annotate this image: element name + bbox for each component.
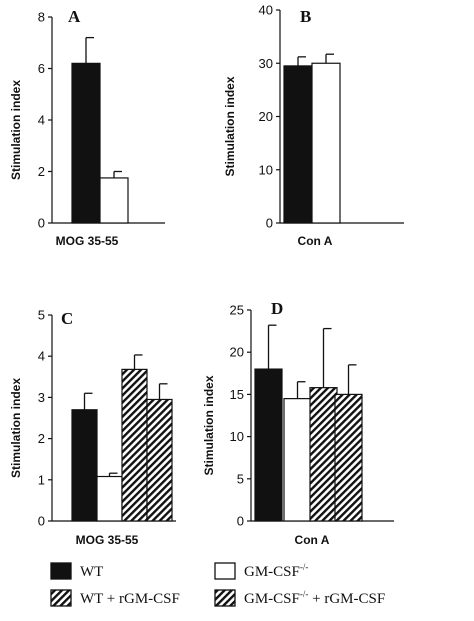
bar-c-1 [71,409,98,522]
panel-label: D [271,299,283,318]
legend-label: WT + rGM-CSF [80,591,180,607]
legend-swatch [50,589,72,607]
y-tick-label: 10 [259,162,273,177]
y-tick-label: 2 [38,164,45,179]
bar-c-3 [121,368,148,522]
bar-d-4 [334,393,363,522]
y-axis-label: Stimulation index [9,80,23,180]
panel-d: 0 5 10 15 20 25 D Stimulation index Con A [202,299,394,547]
bar-a-1 [71,62,101,224]
y-tick-label: 15 [230,387,244,402]
panel-label: B [300,7,311,26]
y-tick-label: 20 [259,109,273,124]
legend-item-gmr: GM-CSF-/- + rGM-CSF [214,589,385,607]
legend-swatch [214,562,236,580]
y-tick-label: 10 [230,429,244,444]
panel-a: 0 2 4 6 8 A Stimulation index MOG 35-55 [9,7,165,248]
y-tick-label: 0 [237,514,244,529]
x-axis-label: Con A [298,234,333,248]
bar-d-1 [254,368,283,522]
legend-swatch [214,589,236,607]
y-tick-label: 4 [38,113,45,128]
legend-swatch [50,562,72,580]
y-tick-label: 40 [259,3,273,18]
y-axis-label: Stimulation index [202,375,216,475]
y-tick-label: 0 [266,216,273,231]
legend-label: GM-CSF-/- [244,562,308,580]
y-tick-label: 3 [38,390,45,405]
bar-c-2 [96,475,123,522]
x-axis-label: MOG 35-55 [76,533,139,547]
legend: WT GM-CSF-/- WT + rGM-CSF GM-CSF-/- + rGM-C… [50,562,385,607]
bar-d-3 [309,387,338,522]
y-tick-label: 20 [230,345,244,360]
x-axis-label: Con A [295,533,330,547]
y-tick-label: 30 [259,56,273,71]
panel-b: 0 10 20 30 40 B Stimulation index Con A [223,3,404,248]
y-tick-label: 1 [38,472,45,487]
panel-label: A [68,7,81,26]
y-tick-label: 4 [38,349,45,364]
bar-d-2 [283,398,312,522]
y-axis-label: Stimulation index [223,76,237,176]
bar-c-4 [146,398,173,522]
y-tick-label: 5 [237,471,244,486]
legend-item-gm: GM-CSF-/- [214,562,308,580]
legend-label: GM-CSF-/- + rGM-CSF [244,589,385,607]
y-tick-label: 0 [38,514,45,529]
bar-b-2 [311,62,341,224]
bar-b-1 [283,65,313,224]
y-axis-label: Stimulation index [9,378,23,478]
y-tick-label: 0 [38,216,45,231]
panel-label: C [61,309,73,328]
y-tick-label: 2 [38,431,45,446]
legend-label: WT [80,564,103,580]
y-tick-label: 5 [38,308,45,323]
legend-item-wtr: WT + rGM-CSF [50,589,180,607]
legend-item-wt: WT [50,562,103,580]
bar-a-2 [99,177,129,224]
y-tick-label: 6 [38,61,45,76]
panel-c: 0 1 2 3 4 5 C Stimulation index MOG 35-55 [9,308,176,547]
x-axis-label: MOG 35-55 [56,234,119,248]
y-tick-label: 25 [230,303,244,318]
y-tick-label: 8 [38,10,45,25]
